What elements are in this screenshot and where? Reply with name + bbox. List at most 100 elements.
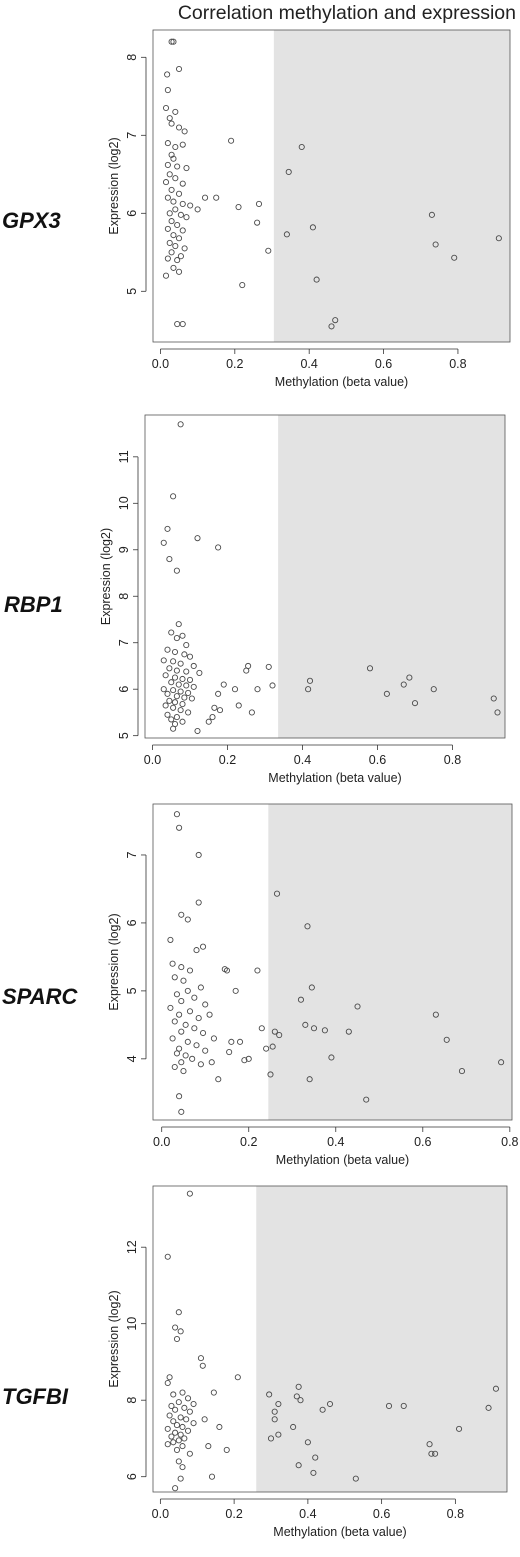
data-point	[167, 1004, 174, 1011]
data-point	[177, 688, 184, 695]
data-point	[451, 254, 458, 261]
data-point	[321, 1027, 328, 1034]
data-point	[172, 206, 179, 213]
x-tick-label: 0.6	[369, 753, 386, 767]
data-point	[173, 667, 180, 674]
data-point	[164, 1379, 171, 1387]
data-point	[164, 646, 171, 653]
data-point	[176, 1045, 183, 1052]
data-point	[171, 699, 179, 706]
data-point	[309, 224, 316, 231]
data-point	[172, 143, 179, 151]
data-point	[171, 1063, 178, 1071]
y-axis-label: Expression (log2)	[107, 137, 121, 234]
data-point	[283, 231, 290, 238]
data-point	[196, 669, 203, 676]
data-point	[310, 1025, 318, 1032]
data-point	[164, 87, 171, 94]
data-point	[258, 1025, 265, 1032]
data-point	[275, 1431, 282, 1438]
data-point	[254, 967, 261, 974]
x-tick-label: 0.2	[225, 1507, 242, 1521]
data-point	[178, 1108, 185, 1115]
data-point	[267, 1435, 275, 1442]
data-point	[269, 682, 276, 689]
data-point	[173, 1050, 180, 1057]
plot-frame	[152, 29, 511, 343]
data-point	[176, 1011, 183, 1018]
data-point	[164, 225, 171, 232]
data-point	[215, 1076, 222, 1083]
x-axis-label: Methylation (beta value)	[268, 771, 401, 785]
x-tick-label: 0.0	[152, 1507, 169, 1521]
data-point	[175, 235, 183, 242]
data-point	[167, 936, 174, 943]
data-point	[183, 1416, 190, 1423]
data-point	[164, 1425, 171, 1432]
x-tick-label: 0.6	[414, 1135, 431, 1149]
data-point	[173, 991, 180, 998]
y-tick-label: 4	[125, 1055, 139, 1062]
y-tick-label: 9	[117, 546, 131, 553]
data-point	[179, 321, 186, 328]
data-point	[164, 71, 171, 78]
data-point	[304, 1439, 311, 1446]
data-point	[197, 1061, 204, 1068]
data-point	[162, 702, 169, 709]
y-tick-label: 7	[117, 639, 131, 646]
data-point	[184, 1038, 191, 1045]
data-point	[245, 662, 252, 670]
data-point	[170, 155, 177, 162]
data-point	[172, 175, 179, 182]
data-point	[172, 1324, 179, 1331]
y-tick-label: 6	[117, 686, 131, 693]
data-point	[432, 241, 439, 248]
plot-frame	[152, 1185, 508, 1493]
data-point	[179, 718, 186, 725]
data-point	[188, 695, 195, 702]
data-point	[178, 1059, 185, 1066]
data-point	[193, 1042, 200, 1049]
y-axis-label: Expression (log2)	[107, 1290, 121, 1387]
x-tick-label: 0.0	[144, 753, 161, 767]
data-point	[178, 964, 185, 971]
data-point	[210, 1035, 217, 1042]
data-point	[354, 1003, 361, 1010]
data-point	[175, 1437, 182, 1444]
data-point	[177, 1414, 184, 1421]
data-point	[186, 967, 194, 974]
data-point	[216, 1423, 223, 1431]
data-point	[181, 651, 188, 658]
data-point	[267, 1071, 274, 1078]
data-point	[173, 635, 180, 642]
data-point	[195, 851, 202, 859]
data-point	[177, 253, 184, 260]
data-point	[265, 663, 272, 670]
data-point	[162, 104, 170, 112]
data-point	[170, 198, 177, 205]
x-tick-label: 0.8	[501, 1135, 518, 1149]
data-point	[176, 824, 183, 831]
data-point	[164, 1253, 171, 1260]
data-point	[190, 662, 197, 670]
high-methylation-region	[278, 415, 505, 738]
data-point	[160, 539, 167, 546]
data-point	[177, 1431, 184, 1438]
y-tick-label: 6	[125, 1473, 139, 1480]
data-point	[189, 1055, 196, 1062]
data-point	[175, 1458, 182, 1465]
data-point	[190, 683, 197, 690]
data-point	[187, 202, 194, 209]
data-point	[266, 1391, 273, 1398]
data-point	[276, 1032, 283, 1039]
data-point	[319, 1406, 326, 1413]
data-point	[199, 1362, 206, 1369]
data-point	[174, 221, 181, 229]
data-point	[166, 115, 173, 122]
data-point	[185, 709, 192, 716]
x-tick-label: 0.2	[240, 1135, 257, 1149]
data-point	[326, 1400, 334, 1408]
data-point	[184, 1427, 192, 1434]
data-point	[313, 276, 320, 283]
